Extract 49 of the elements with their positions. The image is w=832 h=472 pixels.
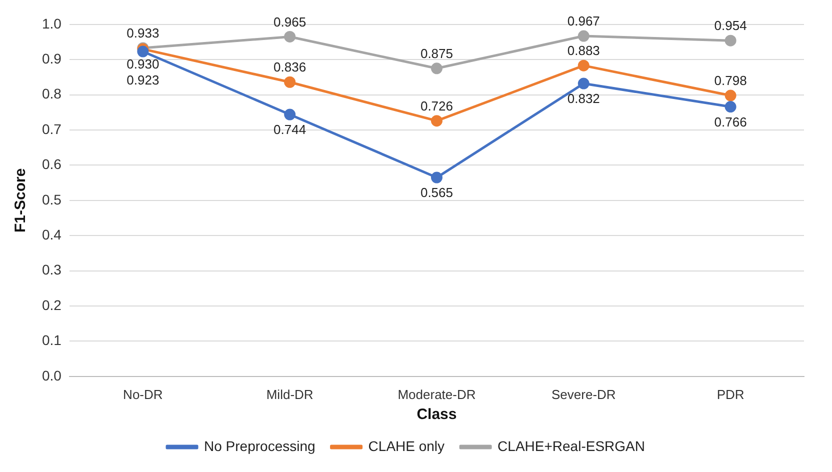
data-label: 0.726 [420,98,454,114]
y-tick-label: 0.0 [42,367,62,384]
data-label: 0.967 [567,14,600,29]
point [284,108,296,120]
y-tick-label: 0.1 [42,332,62,348]
y-tick-label: 0.6 [42,156,62,172]
point [724,90,736,102]
point [724,101,736,113]
point [578,30,590,42]
y-axis-title: F1-Score [12,168,30,232]
y-tick-label: 1.0 [42,15,62,32]
point [430,115,442,127]
y-tick-label: 0.2 [42,296,62,313]
data-label: 0.836 [274,60,306,75]
point [137,46,149,58]
data-label: 0.744 [274,122,306,138]
point [578,78,590,90]
legend-label: CLAHE only [368,438,445,454]
data-label: 0.933 [126,26,160,41]
point [284,76,296,88]
y-tick-label: 0.5 [42,191,62,208]
y-tick-label: 0.9 [42,50,62,66]
point [430,172,442,184]
data-label: 0.832 [567,91,600,106]
point [284,30,296,42]
data-label: 0.954 [714,18,747,34]
data-label: 0.965 [274,14,306,30]
x-tick-label: Moderate-DR [398,386,476,402]
legend-label: No Preprocessing [204,438,316,454]
point [578,60,590,72]
point [430,62,442,74]
x-tick-label: Severe-DR [551,386,616,402]
y-tick-label: 0.8 [42,86,62,102]
data-label: 0.930 [126,56,160,72]
data-label: 0.798 [714,73,747,88]
legend-label: CLAHE+Real-ESRGAN [498,438,645,454]
y-tick-label: 0.7 [42,120,62,137]
y-tick-label: 0.4 [42,226,62,242]
data-label: 0.875 [420,46,454,61]
data-label: 0.883 [567,43,600,58]
data-label: 0.766 [714,114,747,130]
x-tick-label: PDR [716,386,744,402]
data-label: 0.923 [126,72,160,88]
data-label: 0.565 [420,185,454,200]
x-axis-title: Class [416,406,457,424]
point [724,34,736,46]
x-tick-label: No-DR [123,386,163,402]
x-tick-label: Mild-DR [266,386,314,402]
y-tick-label: 0.3 [42,262,62,278]
